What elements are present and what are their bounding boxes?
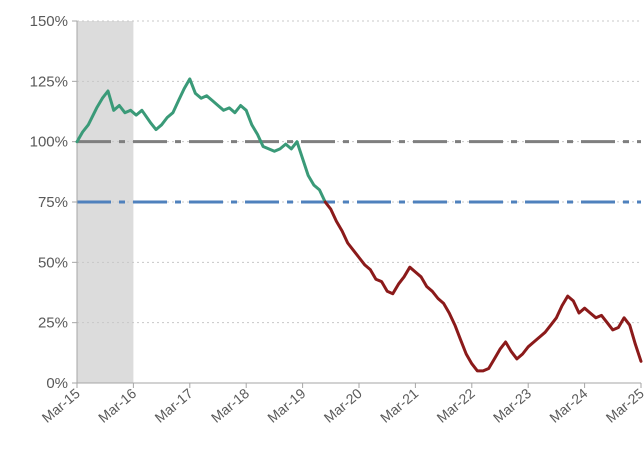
y-tick-label: 75% xyxy=(38,194,68,211)
y-tick-label: 125% xyxy=(30,73,68,90)
axes xyxy=(72,20,642,388)
series-segment-above-threshold xyxy=(75,77,327,204)
y-tick-label: 100% xyxy=(30,134,68,151)
y-tick-labels: 0% 25% 50% 75% 100% 125% 150% xyxy=(30,13,68,392)
series-segment-below-threshold xyxy=(323,200,643,373)
y-tick-label: 0% xyxy=(46,375,68,392)
y-tick-label: 50% xyxy=(38,254,68,271)
reference-lines xyxy=(77,140,641,204)
y-tick-label: 150% xyxy=(30,13,68,30)
series-line xyxy=(75,77,643,373)
y-tick-label: 25% xyxy=(38,315,68,332)
